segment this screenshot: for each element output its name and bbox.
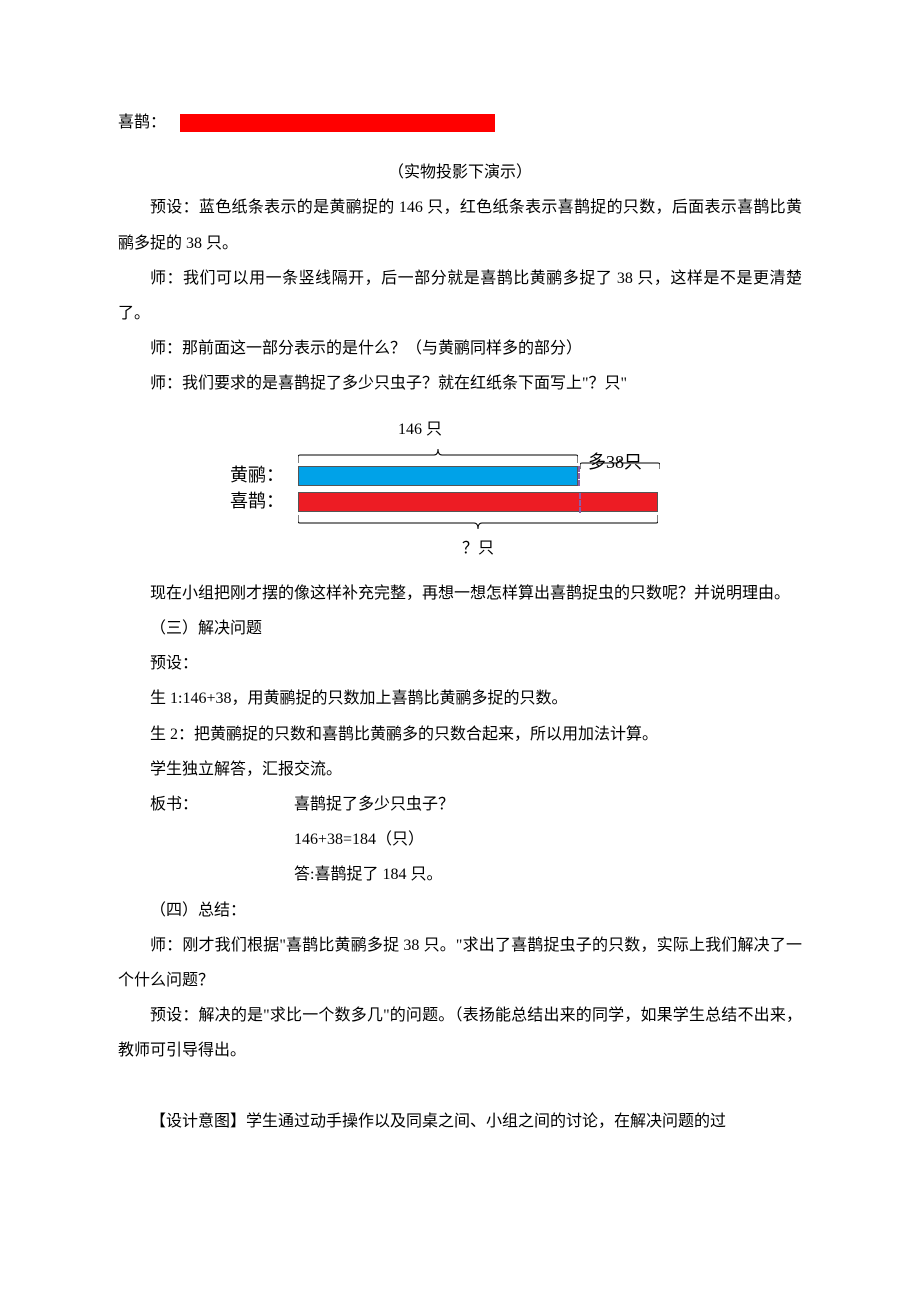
first-bar-label: 喜鹊： — [118, 105, 180, 140]
diagram-top-label: 146 只 — [150, 412, 690, 447]
bar-blue — [298, 466, 578, 486]
para-teacher4: 师：刚才我们根据"喜鹊比黄鹂多捉 38 只。"求出了喜鹊捉虫子的只数，实际上我们… — [118, 928, 802, 998]
board-answer: 答:喜鹊捉了 184 只。 — [118, 857, 802, 892]
para-teacher2: 师：那前面这一部分表示的是什么？（与黄鹂同样多的部分） — [118, 331, 802, 366]
bar-diagram: 146 只 黄鹂： 多38只 喜鹊： ？只 — [230, 412, 690, 566]
para-preset2: 预设： — [118, 646, 802, 681]
para-group: 现在小组把刚才摆的像这样补充完整，再想一想怎样算出喜鹊捉虫的只数呢？并说明理由。 — [118, 576, 802, 611]
bar-red-first — [180, 114, 495, 132]
bar-red-second — [298, 492, 658, 512]
brace-bottom — [298, 515, 658, 529]
caption-projection: （实物投影下演示） — [118, 155, 802, 190]
para-teacher1: 师：我们可以用一条竖线隔开，后一部分就是喜鹊比黄鹂多捉了 38 只，这样是不是更… — [118, 261, 802, 331]
section-4: （四）总结： — [118, 893, 802, 928]
dashed-divider-inner — [579, 493, 581, 513]
brace-small — [580, 471, 660, 481]
para-design-intent: 【设计意图】学生通过动手操作以及同桌之间、小组之间的讨论，在解决问题的过 — [118, 1104, 802, 1139]
para-independent: 学生独立解答，汇报交流。 — [118, 752, 802, 787]
para-student2: 生 2：把黄鹂捉的只数和喜鹊比黄鹂多的只数合起来，所以用加法计算。 — [118, 717, 802, 752]
board-line1: 板书： 喜鹊捉了多少只虫子？ — [118, 787, 802, 822]
board-question: 喜鹊捉了多少只虫子？ — [294, 787, 454, 822]
diagram-row-2: 喜鹊： — [230, 489, 690, 515]
para-preset3: 预设：解决的是"求比一个数多几"的问题。（表扬能总结出来的同学，如果学生总结不出… — [118, 998, 802, 1068]
para-preset1: 预设：蓝色纸条表示的是黄鹂捉的 146 只，红色纸条表示喜鹊捉的只数，后面表示喜… — [118, 190, 802, 260]
diagram-row2-label: 喜鹊： — [230, 482, 298, 522]
board-equation: 146+38=184（只） — [118, 822, 802, 857]
board-label: 板书： — [118, 787, 294, 822]
diagram-bottom-label: ？只 — [298, 531, 658, 566]
brace-top — [298, 449, 578, 463]
first-bar-row: 喜鹊： — [118, 105, 802, 140]
section-3: （三）解决问题 — [118, 611, 802, 646]
para-student1: 生 1:146+38，用黄鹂捉的只数加上喜鹊比黄鹂多捉的只数。 — [118, 681, 802, 716]
para-teacher3: 师：我们要求的是喜鹊捉了多少只虫子？就在红纸条下面写上"？只" — [118, 366, 802, 401]
diagram-row-1: 黄鹂： 多38只 — [230, 463, 690, 489]
